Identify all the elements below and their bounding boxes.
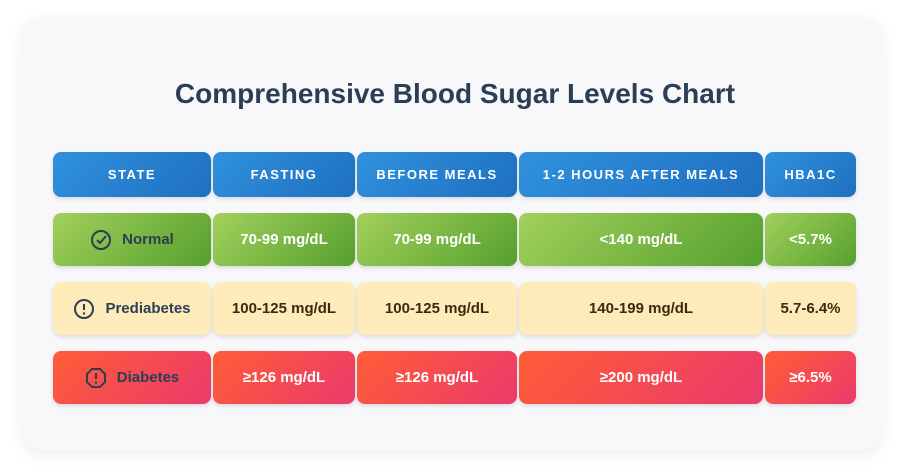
cell-text: 1-2 HOURS AFTER MEALS — [542, 167, 740, 182]
value-cell: ≥126 mg/dL — [357, 351, 517, 404]
value-cell: 70-99 mg/dL — [213, 213, 355, 266]
column-header: HBA1C — [765, 152, 856, 197]
cell-text: 5.7-6.4% — [780, 300, 841, 317]
column-header: BEFORE MEALS — [357, 152, 517, 197]
state-cell: Prediabetes — [53, 282, 211, 335]
cell-text: 100-125 mg/dL — [231, 300, 337, 317]
alert-icon — [85, 367, 106, 388]
value-cell: 100-125 mg/dL — [213, 282, 355, 335]
value-cell: ≥126 mg/dL — [213, 351, 355, 404]
title: Comprehensive Blood Sugar Levels Chart — [174, 78, 736, 109]
check-icon — [91, 229, 112, 250]
cell-text: ≥126 mg/dL — [242, 369, 326, 386]
cell-text: <5.7% — [789, 231, 832, 248]
value-cell: ≥200 mg/dL — [519, 351, 763, 404]
cell-text: BEFORE MEALS — [376, 167, 498, 182]
value-cell: 100-125 mg/dL — [357, 282, 517, 335]
value-cell: 140-199 mg/dL — [519, 282, 763, 335]
cell-text: 70-99 mg/dL — [240, 231, 328, 248]
cell-text: FASTING — [250, 167, 318, 182]
cell-text: <140 mg/dL — [599, 231, 683, 248]
warning-icon — [74, 298, 95, 319]
table: STATE FASTING BEFORE MEALS 1-2 HOURS AFTER … — [53, 152, 856, 404]
cell-text: STATE — [107, 167, 157, 182]
value-cell: ≥6.5% — [765, 351, 856, 404]
cell-text: ≥126 mg/dL — [395, 369, 479, 386]
value-cell: 70-99 mg/dL — [357, 213, 517, 266]
cell-text: Normal — [122, 231, 174, 248]
value-cell: 5.7-6.4% — [765, 282, 856, 335]
cell-text: 140-199 mg/dL — [588, 300, 694, 317]
state-cell: Diabetes — [53, 351, 211, 404]
state-cell: Normal — [53, 213, 211, 266]
cell-text: 100-125 mg/dL — [384, 300, 490, 317]
column-header: STATE — [53, 152, 211, 197]
column-header: 1-2 HOURS AFTER MEALS — [519, 152, 763, 197]
cell-text: ≥200 mg/dL — [599, 369, 683, 386]
cell-text: Prediabetes — [105, 300, 191, 317]
value-cell: <140 mg/dL — [519, 213, 763, 266]
cell-text: ≥6.5% — [789, 369, 832, 386]
value-cell: <5.7% — [765, 213, 856, 266]
cell-text: HBA1C — [784, 167, 837, 182]
column-header: FASTING — [213, 152, 355, 197]
cell-text: Diabetes — [116, 369, 180, 386]
cell-text: 70-99 mg/dL — [393, 231, 481, 248]
